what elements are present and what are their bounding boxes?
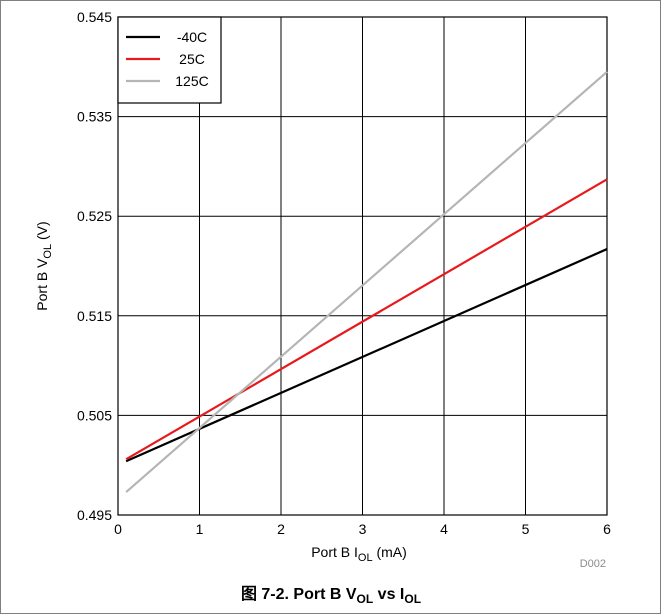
legend: -40C 25C 125C (117, 16, 222, 104)
figure-code: D002 (580, 558, 606, 570)
series-lines (125, 70, 608, 493)
y-tick-label-5: 0.545 (77, 9, 112, 25)
y-tick-label-4: 0.535 (77, 109, 112, 125)
legend-label-0: -40C (177, 29, 207, 45)
y-tick-label-0: 0.495 (77, 507, 112, 523)
x-tick-label-2: 2 (277, 521, 285, 537)
series-line-25c (125, 178, 608, 461)
plot-area (117, 16, 608, 516)
y-tick-labels: 0.495 0.505 0.515 0.525 0.535 0.545 (77, 9, 112, 523)
x-tick-label-1: 1 (196, 521, 204, 537)
y-tick-label-1: 0.505 (77, 407, 112, 423)
y-tick-label-2: 0.515 (77, 308, 112, 324)
x-tick-label-3: 3 (359, 521, 367, 537)
figure-caption: 图 7-2. Port B VOL vs IOL (241, 585, 421, 606)
x-tick-label-6: 6 (603, 521, 611, 537)
x-axis-label: Port B IOL (mA) (311, 544, 407, 564)
series-line-125c (125, 70, 608, 493)
series-line-40c (125, 248, 608, 463)
y-axis-label: Port B VOL (V) (34, 221, 54, 310)
x-tick-label-0: 0 (114, 521, 122, 537)
y-tick-label-3: 0.525 (77, 208, 112, 224)
legend-label-2: 125C (175, 73, 208, 89)
x-tick-labels: 0 1 2 3 4 5 6 (114, 521, 611, 537)
x-tick-label-4: 4 (440, 521, 448, 537)
legend-label-1: 25C (179, 51, 205, 67)
x-tick-label-5: 5 (522, 521, 530, 537)
